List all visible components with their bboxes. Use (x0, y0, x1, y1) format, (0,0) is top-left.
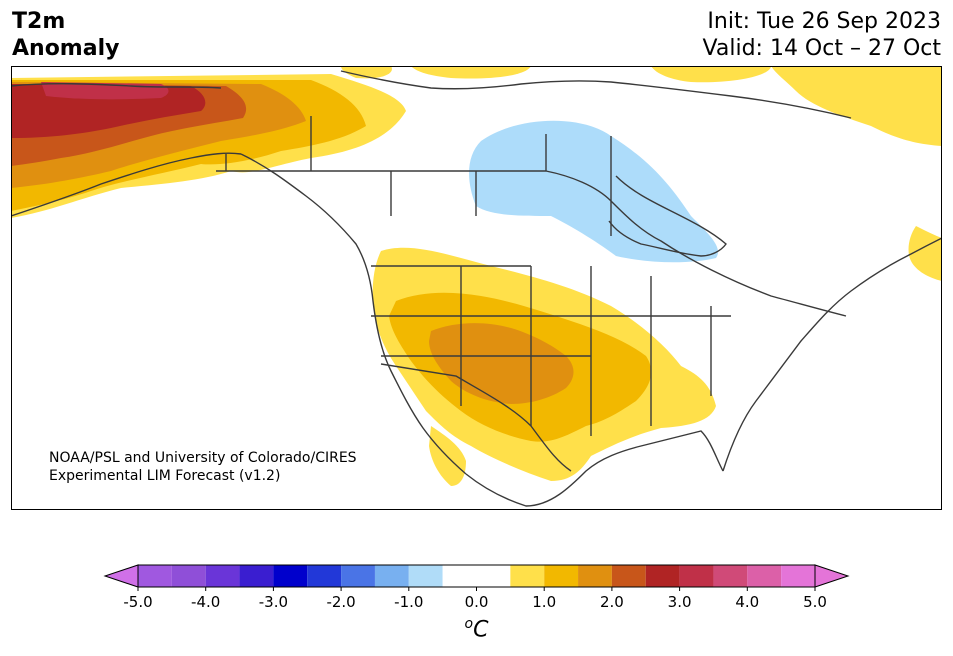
unit-degree: o (464, 616, 474, 632)
warm-anomaly-west-3 (429, 323, 574, 404)
colorbar-bin (374, 565, 409, 587)
colorbar-tick-label: -3.0 (259, 593, 288, 611)
colorbar-bin (239, 565, 274, 587)
coast-gulf (465, 430, 724, 507)
plot-title: T2m Anomaly (12, 8, 119, 62)
warm-anomaly-arctic-4 (771, 66, 942, 146)
colorbar-extend-high (814, 564, 850, 588)
border-provinces (310, 116, 612, 236)
colorbar-bin (645, 565, 680, 587)
data-credit: NOAA/PSL and University of Colorado/CIRE… (49, 449, 357, 485)
coast-alaska (11, 83, 242, 217)
colorbar-bin (578, 565, 612, 587)
colorbar-bin (171, 565, 206, 587)
colorbar-bin (781, 565, 815, 587)
colorbar-bin (408, 565, 443, 587)
colorbar-unit: oC (0, 616, 953, 642)
unit-celsius: C (473, 617, 489, 643)
colorbar-bin (307, 565, 342, 587)
border-us-canada (216, 154, 847, 317)
colorbar-bin (205, 565, 240, 587)
coastlines (11, 70, 942, 507)
credit-line-1: NOAA/PSL and University of Colorado/CIRE… (49, 450, 357, 466)
colorbar-tick-label: -5.0 (123, 593, 152, 611)
border-states (371, 265, 731, 436)
colorbar-bin (679, 565, 714, 587)
colorbar-extend-low (103, 564, 139, 588)
coast-arctic (340, 70, 852, 119)
warm-anomaly-arctic-3 (651, 66, 771, 83)
colorbar-tick-label: -4.0 (191, 593, 220, 611)
colorbar-bin (544, 565, 579, 587)
colorbar-tick-label: 5.0 (803, 593, 827, 611)
colorbar-tick-label: 1.0 (532, 593, 556, 611)
warm-anomaly-arctic-1 (341, 66, 392, 79)
coast-hudson-bay (608, 175, 727, 257)
colorbar-bin (442, 565, 477, 587)
colorbar-tick-label: 0.0 (465, 593, 489, 611)
warm-anomaly-labrador (908, 226, 942, 281)
forecast-dates: Init: Tue 26 Sep 2023 Valid: 14 Oct – 27… (703, 8, 941, 62)
credit-line-2: Experimental LIM Forecast (v1.2) (49, 468, 281, 484)
anomaly-map (11, 66, 942, 510)
colorbar-graphic: -5.0 -4.0 -3.0 -2.0 -1.0 0.0 1.0 2.0 3.0 4.0 5.0 (103, 564, 850, 611)
colorbar-bin (273, 565, 308, 587)
colorbar-bin (138, 565, 172, 587)
colorbar-bin (476, 565, 511, 587)
title-variable: T2m (12, 9, 66, 34)
map-border (11, 66, 942, 510)
valid-dates: Valid: 14 Oct – 27 Oct (702, 36, 941, 61)
init-date: Init: Tue 26 Sep 2023 (707, 9, 941, 34)
colorbar-tick-label: 3.0 (668, 593, 692, 611)
colorbar-bin (747, 565, 782, 587)
coast-atlantic (722, 237, 942, 472)
colorbar-tick-label: 4.0 (735, 593, 759, 611)
colorbar: -5.0 -4.0 -3.0 -2.0 -1.0 0.0 1.0 2.0 3.0 4.0 5.0 (0, 562, 953, 622)
colorbar-bin (510, 565, 545, 587)
title-field: Anomaly (12, 36, 120, 61)
colorbar-bin (713, 565, 748, 587)
colorbar-tick-label: -2.0 (326, 593, 355, 611)
cool-anomaly-region (469, 120, 719, 263)
map-canvas (11, 66, 942, 510)
warm-anomaly-arctic-2 (411, 66, 531, 79)
colorbar-bin (341, 565, 375, 587)
border-us-mexico (380, 363, 572, 472)
colorbar-tick-label: -1.0 (394, 593, 423, 611)
colorbar-bin (611, 565, 646, 587)
coast-pacific (240, 153, 467, 475)
colorbar-tick-label: 2.0 (600, 593, 624, 611)
